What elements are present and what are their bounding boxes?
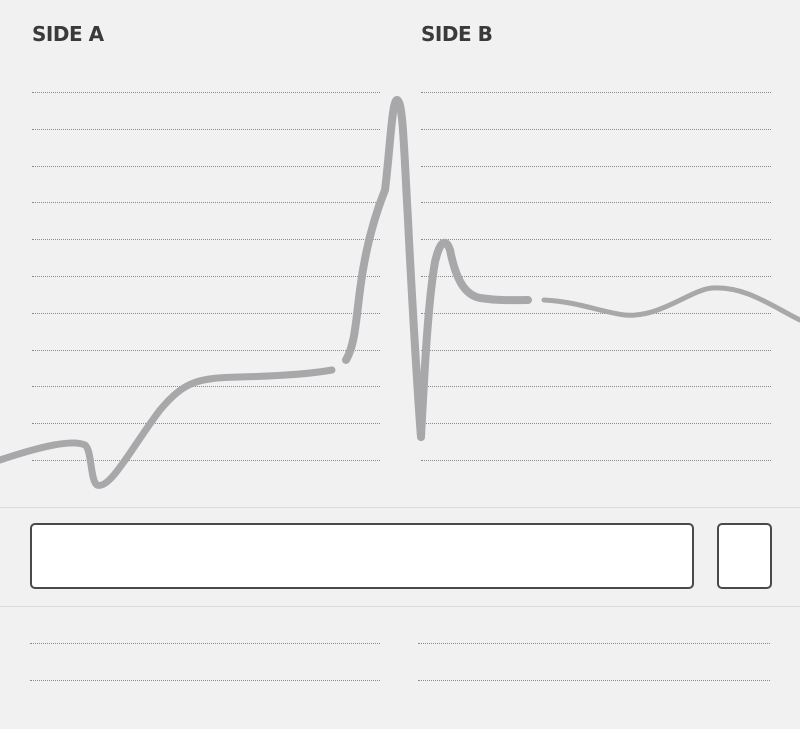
side-a-line[interactable] [32,312,380,314]
side-a-line[interactable] [32,239,380,241]
side-b-line[interactable] [421,276,771,277]
side-a-line[interactable] [32,128,380,130]
side-b-line[interactable] [421,165,771,167]
ecg-segment-4 [541,285,800,323]
bottom-left-line[interactable] [30,680,380,681]
side-b-line[interactable] [421,202,771,204]
side-a-line[interactable] [32,423,380,425]
side-b-line[interactable] [421,460,771,461]
side-b-line[interactable] [421,239,771,241]
fold-line-top [0,507,800,508]
fold-line-bottom [0,606,800,607]
side-b-title: SIDE B [421,22,493,46]
side-b-line[interactable] [421,92,771,93]
bottom-left-line[interactable] [30,643,380,644]
ecg-segment-2 [342,96,425,441]
ecg-segment-1 [0,366,336,489]
side-b-line[interactable] [421,128,771,130]
side-a-line[interactable] [32,92,380,93]
side-a-line[interactable] [32,349,380,351]
side-a-title: SIDE A [32,22,104,46]
side-a-line[interactable] [32,460,380,461]
side-a-line[interactable] [32,386,380,388]
side-b-line[interactable] [421,349,771,351]
side-b-line[interactable] [421,423,771,425]
side-b-line[interactable] [421,312,771,314]
side-b-line[interactable] [421,386,771,388]
title-box[interactable] [30,523,694,589]
number-box[interactable] [717,523,772,589]
bottom-right-line[interactable] [418,643,770,644]
side-a-line[interactable] [32,165,380,167]
side-a-line[interactable] [32,202,380,204]
ecg-segment-3 [417,238,532,441]
side-a-line[interactable] [32,276,380,277]
bottom-right-line[interactable] [418,680,770,681]
